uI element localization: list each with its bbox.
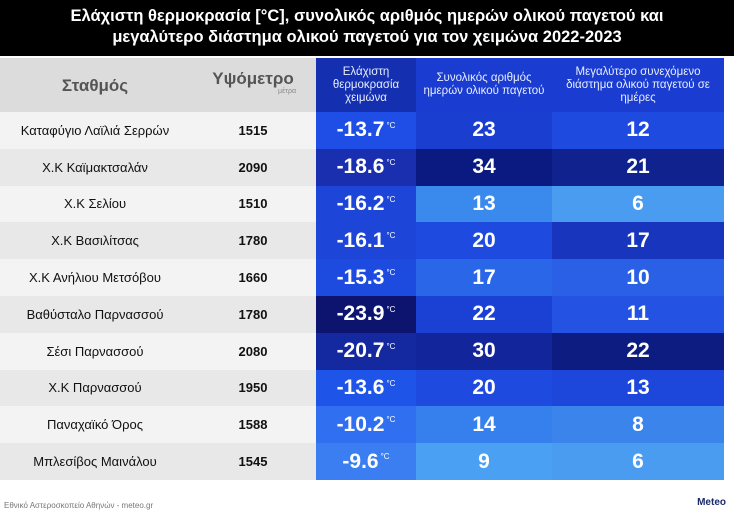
tmin: -18.6: [336, 155, 385, 179]
longest-frost: 11: [552, 295, 724, 333]
header-text: Μεγαλύτερο συνεχόμενο διάστημα ολικού πα…: [566, 65, 710, 104]
tmin: -20.7: [336, 339, 385, 363]
frost-days: 20: [416, 222, 552, 260]
header-cell: Ελάχιστη θερμοκρασία χειμώνα: [316, 58, 416, 112]
tmin-cell: -23.9 °C: [316, 295, 416, 333]
header-text: Σταθμός: [61, 75, 129, 95]
tmin-cell: -10.2 °C: [316, 406, 416, 444]
frost-days: 9: [416, 443, 552, 480]
station: Χ.Κ Καϊμακτσαλάν: [0, 148, 190, 186]
frost-days: 30: [416, 332, 552, 370]
station: Μπλεσίβος Μαινάλου: [0, 443, 190, 480]
station: Χ.Κ Παρνασσού: [0, 369, 190, 407]
station: Χ.Κ Σελίου: [0, 185, 190, 223]
header-cell: Συνολικός αριθμός ημερών ολικού παγετού: [416, 58, 552, 112]
tmin: -16.1: [336, 228, 385, 252]
tmin: -10.2: [336, 412, 385, 436]
altitude: 1588: [190, 406, 316, 444]
altitude: 1780: [190, 222, 316, 260]
temp-unit: °C: [386, 268, 396, 278]
title: Ελάχιστη θερμοκρασία [°C], συνολικός αρι…: [0, 0, 734, 56]
station: Χ.Κ Βασιλίτσας: [0, 222, 190, 260]
longest-frost: 10: [552, 259, 724, 296]
frost-days: 13: [416, 185, 552, 223]
header-text: Συνολικός αριθμός ημερών ολικού παγετού: [423, 72, 545, 97]
frost-days: 17: [416, 259, 552, 296]
tmin-cell: -20.7 °C: [316, 332, 416, 370]
altitude: 2090: [190, 148, 316, 186]
longest-frost: 6: [552, 185, 724, 223]
tmin: -13.7: [336, 118, 385, 142]
longest-frost: 6: [552, 443, 724, 480]
footer: Εθνικό Αστεροσκοπείο Αθηνών - meteo.gr: [4, 501, 154, 510]
station: Βαθύσταλο Παρνασσού: [0, 295, 190, 333]
frost-days: 34: [416, 148, 552, 186]
header-unit: μέτρα: [278, 88, 296, 95]
temp-unit: °C: [386, 157, 396, 167]
tmin-cell: -18.6 °C: [316, 148, 416, 186]
station: Χ.Κ Ανήλιου Μετσόβου: [0, 259, 190, 296]
altitude: 1780: [190, 295, 316, 333]
altitude: 1510: [190, 185, 316, 223]
tmin: -15.3: [336, 265, 385, 289]
header-text: Ελάχιστη θερμοκρασία χειμώνα: [332, 65, 400, 104]
temp-unit: °C: [386, 415, 396, 425]
tmin: -9.6: [342, 449, 379, 473]
temp-unit: °C: [380, 452, 390, 462]
station: Καταφύγιο Λαϊλιά Σερρών: [0, 112, 190, 149]
tmin: -13.6: [336, 375, 385, 399]
tmin-cell: -13.6 °C: [316, 369, 416, 407]
altitude: 1950: [190, 369, 316, 407]
tmin: -23.9: [336, 302, 385, 326]
tmin-cell: -9.6 °C: [316, 443, 416, 480]
temp-unit: °C: [386, 194, 396, 204]
frost-days: 14: [416, 406, 552, 444]
longest-frost: 12: [552, 112, 724, 149]
tmin: -16.2: [336, 191, 385, 215]
altitude: 1545: [190, 443, 316, 480]
longest-frost: 22: [552, 332, 724, 370]
tmin-cell: -16.1 °C: [316, 222, 416, 260]
altitude: 1660: [190, 259, 316, 296]
temp-unit: °C: [386, 121, 396, 130]
header-cell: Υψόμετρο μέτρα: [190, 58, 316, 112]
longest-frost: 21: [552, 148, 724, 186]
longest-frost: 8: [552, 406, 724, 444]
temp-unit: °C: [386, 341, 396, 351]
frost-days: 20: [416, 369, 552, 407]
table: Σταθμός Υψόμετρο μέτρα Ελάχιστη θερμοκρασία…: [0, 58, 724, 480]
station: Σέσι Παρνασσού: [0, 332, 190, 370]
temp-unit: °C: [386, 231, 396, 241]
header-text: Υψόμετρο: [212, 69, 294, 88]
temp-unit: °C: [386, 378, 396, 388]
frost-days: 22: [416, 295, 552, 333]
logo: Meteo: [697, 497, 726, 508]
tmin-cell: -16.2 °C: [316, 185, 416, 223]
tmin-cell: -13.7 °C: [316, 112, 416, 149]
station: Παναχαϊκό Όρος: [0, 406, 190, 444]
header-cell: Μεγαλύτερο συνεχόμενο διάστημα ολικού πα…: [552, 58, 724, 112]
longest-frost: 17: [552, 222, 724, 260]
altitude: 1515: [190, 112, 316, 149]
frost-days: 23: [416, 112, 552, 149]
altitude: 2080: [190, 332, 316, 370]
longest-frost: 13: [552, 369, 724, 407]
header-cell: Σταθμός: [0, 58, 190, 112]
tmin-cell: -15.3 °C: [316, 259, 416, 296]
temp-unit: °C: [386, 304, 396, 314]
